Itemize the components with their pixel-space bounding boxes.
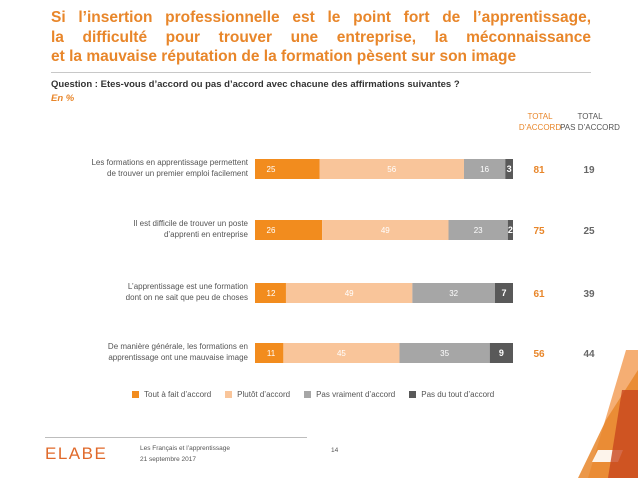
bar-segment-row-3-series-3 <box>412 283 495 303</box>
title-divider <box>51 72 591 73</box>
column-header-total-agree-line-1: TOTAL <box>527 112 553 121</box>
data-label-row-1-series-2: 56 <box>387 165 396 174</box>
column-header-total-agree: TOTAL D’ACCORD <box>510 111 570 133</box>
column-header-total-disagree-line-1: TOTAL <box>577 112 603 121</box>
unit-label: En % <box>51 93 75 104</box>
bar-segment-row-2-series-2 <box>322 220 449 240</box>
title-line-1: Si l’insertion professionnelle est le po… <box>51 9 591 26</box>
category-label-2-line-2: d’apprenti en entreprise <box>164 230 249 239</box>
decorative-a-logo-icon <box>578 350 638 478</box>
data-label-row-3-series-4: 7 <box>501 288 506 298</box>
data-label-row-2-series-1: 26 <box>267 226 276 235</box>
category-label-4-line-1: De manière générale, les formations en <box>108 342 248 351</box>
total-agree-value-4: 56 <box>533 349 545 360</box>
legend-item-pas-du-tout: Pas du tout d’accord <box>409 390 494 399</box>
total-agree-value-1: 81 <box>533 165 545 176</box>
total-disagree-value-2: 25 <box>583 226 595 237</box>
legend-swatch-pas-du-tout <box>409 391 417 398</box>
bar-segment-row-3-series-2 <box>285 283 413 303</box>
bar-segment-row-3-series-1 <box>255 283 286 303</box>
column-header-total-disagree: TOTAL PAS D’ACCORD <box>560 111 620 133</box>
category-label-4-line-2: apprentissage ont une mauvaise image <box>108 353 248 362</box>
data-label-row-4-series-2: 45 <box>337 349 346 358</box>
total-disagree-value-3: 39 <box>583 289 595 300</box>
data-label-row-1-series-1: 25 <box>267 165 276 174</box>
data-label-row-4-series-4: 9 <box>499 348 504 358</box>
bar-segment-row-4-series-1 <box>255 343 284 363</box>
data-label-row-1-series-4: 3 <box>507 164 512 174</box>
legend-label-pas-du-tout: Pas du tout d’accord <box>421 390 495 399</box>
category-label-2-line-1: Il est difficile de trouver un poste <box>133 219 248 228</box>
data-label-row-2-series-3: 23 <box>474 226 483 235</box>
total-disagree-value-4: 44 <box>583 349 595 360</box>
title-line-2: la difficulté pour trouver une entrepris… <box>51 28 591 46</box>
footer-study-title: Les Français et l’apprentissage <box>140 445 230 452</box>
total-agree-value-2: 75 <box>533 226 545 237</box>
data-label-row-4-series-1: 11 <box>267 349 276 358</box>
question-text: Question : Etes-vous d’accord ou pas d’a… <box>51 79 460 90</box>
bar-segment-row-1-series-4 <box>505 159 513 179</box>
data-label-row-4-series-3: 35 <box>440 349 449 358</box>
legend-item-pas-vraiment: Pas vraiment d’accord <box>304 390 395 399</box>
footer-divider <box>45 437 307 438</box>
legend-swatch-tout-a-fait <box>132 391 139 398</box>
category-label-3-line-2: dont on ne sait que peu de choses <box>126 293 248 302</box>
chart-legend: Tout à fait d’accord Plutôt d’accord Pas… <box>132 390 508 399</box>
bar-segment-row-1-series-2 <box>319 159 464 179</box>
page-title: Si l’insertion professionnelle est le po… <box>51 8 591 67</box>
bar-segment-row-4-series-2 <box>283 343 400 363</box>
data-label-row-3-series-1: 12 <box>267 289 276 298</box>
bar-segment-row-2-series-4 <box>507 220 513 240</box>
legend-swatch-pas-vraiment <box>304 391 312 398</box>
category-label-3-line-1: L’apprentissage est une formation <box>128 282 248 291</box>
footer-date: 21 septembre 2017 <box>140 456 197 463</box>
data-label-row-1-series-3: 16 <box>480 165 489 174</box>
legend-label-pas-vraiment: Pas vraiment d’accord <box>316 390 396 399</box>
title-line-3: et la mauvaise réputation de la formatio… <box>51 48 517 65</box>
legend-item-tout-a-fait: Tout à fait d’accord <box>132 390 211 399</box>
bar-segment-row-1-series-3 <box>463 159 506 179</box>
legend-item-plutot: Plutôt d’accord <box>225 390 290 399</box>
bar-segment-row-2-series-3 <box>448 220 508 240</box>
data-label-row-3-series-2: 49 <box>345 289 354 298</box>
total-agree-value-3: 61 <box>533 289 545 300</box>
bar-segment-row-3-series-4 <box>494 283 513 303</box>
total-disagree-value-1: 19 <box>583 165 595 176</box>
category-label-1-line-2: de trouver un premier emploi facilement <box>107 169 249 178</box>
legend-label-plutot: Plutôt d’accord <box>237 390 291 399</box>
bar-segment-row-1-series-1 <box>255 159 320 179</box>
bar-segment-row-4-series-3 <box>399 343 490 363</box>
data-label-row-2-series-2: 49 <box>381 226 390 235</box>
column-header-total-disagree-line-2: PAS D’ACCORD <box>560 123 620 132</box>
legend-label-tout-a-fait: Tout à fait d’accord <box>144 390 212 399</box>
legend-swatch-plutot <box>225 391 233 398</box>
column-header-total-agree-line-2: D’ACCORD <box>518 123 562 132</box>
bar-segment-row-2-series-1 <box>255 220 323 240</box>
data-label-row-2-series-4: 2 <box>508 225 513 235</box>
category-label-1-line-1: Les formations en apprentissage permette… <box>91 158 248 167</box>
data-label-row-3-series-3: 32 <box>449 289 458 298</box>
elabe-logo: ELABE <box>45 444 108 463</box>
bar-segment-row-4-series-4 <box>489 343 513 363</box>
page-number: 14 <box>331 447 339 454</box>
